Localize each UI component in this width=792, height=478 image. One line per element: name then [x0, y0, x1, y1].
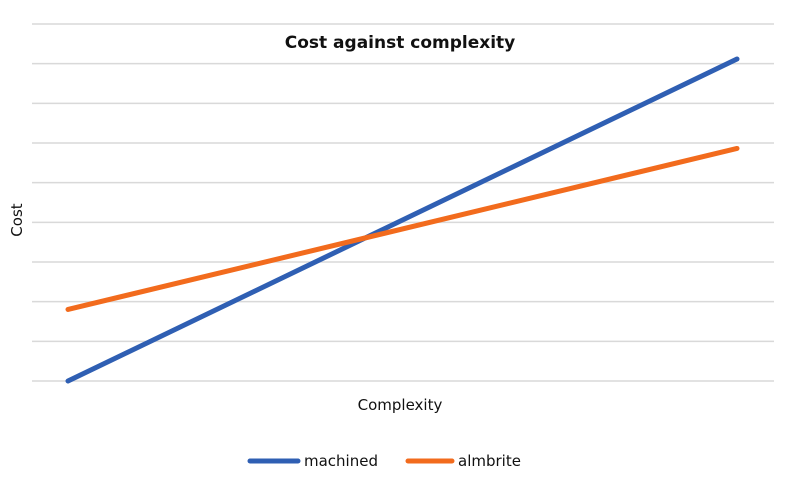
- series-lines: [65, 56, 740, 384]
- legend-label-machined: machined: [304, 452, 378, 470]
- series-line-machined: [65, 56, 740, 384]
- series-line-almbrite: [65, 145, 740, 312]
- x-axis-label: Complexity: [358, 396, 443, 414]
- legend-item-almbrite: almbrite: [405, 452, 521, 470]
- y-axis-label: Cost: [8, 203, 26, 236]
- chart-title: Cost against complexity: [285, 33, 516, 53]
- legend: machined almbrite: [247, 452, 521, 470]
- gridlines: [32, 23, 774, 382]
- legend-label-almbrite: almbrite: [458, 452, 521, 470]
- legend-item-machined: machined: [247, 452, 378, 470]
